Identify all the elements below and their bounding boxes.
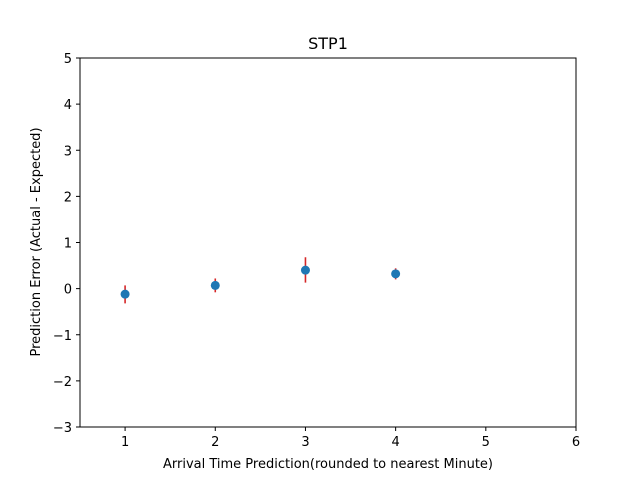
x-axis-label: Arrival Time Prediction(rounded to neare… — [163, 457, 493, 472]
plot-layer: 1 2 3 4 5 6 −3 −2 −1 0 1 2 3 4 5 — [53, 52, 580, 450]
y-tick-label: 2 — [64, 190, 72, 205]
y-tick-label: −3 — [53, 421, 72, 436]
x-tick-label: 1 — [121, 435, 129, 450]
x-tick-label: 5 — [482, 435, 490, 450]
data-point — [391, 269, 401, 279]
y-tick-label: −2 — [53, 375, 72, 390]
y-tick-label: 3 — [64, 144, 72, 159]
x-tick-label: 4 — [391, 435, 399, 450]
y-tick-label: 1 — [64, 237, 72, 252]
x-tick-label: 6 — [572, 435, 580, 450]
chart-title: STP1 — [308, 34, 348, 53]
y-tick-label: 4 — [64, 98, 72, 113]
y-tick-label: 0 — [64, 283, 72, 298]
y-tick-label: −1 — [53, 329, 72, 344]
data-point — [120, 289, 130, 299]
y-tick-label: 5 — [64, 52, 72, 67]
y-axis-label: Prediction Error (Actual - Expected) — [29, 127, 44, 356]
x-tick-label: 2 — [211, 435, 219, 450]
data-point — [210, 280, 220, 290]
x-tick-label: 3 — [301, 435, 309, 450]
data-point — [300, 265, 310, 275]
